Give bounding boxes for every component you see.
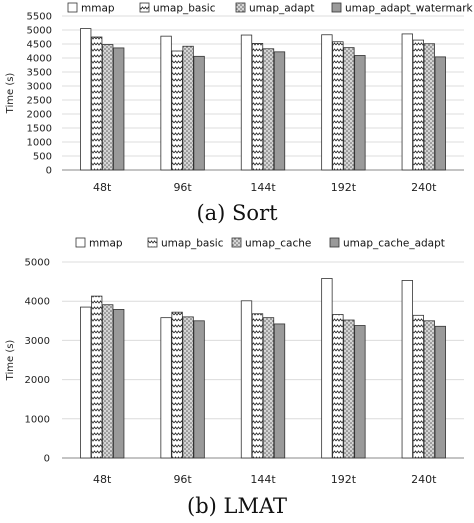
legend-label: umap_basic <box>153 3 216 15</box>
x-category-label: 192t <box>331 473 357 486</box>
bar-umap-cache <box>423 320 435 459</box>
legend-label: umap_basic <box>161 238 224 250</box>
x-category-label: 48t <box>93 181 112 194</box>
bar-mmap <box>240 300 253 459</box>
legend-swatch <box>75 237 86 248</box>
bar-umap-basic <box>91 36 103 171</box>
bar-mmap <box>321 34 333 171</box>
bar-umap-cache-adapt <box>193 320 205 459</box>
x-category-label: 144t <box>250 181 276 194</box>
y-tick-label: 4000 <box>25 297 50 308</box>
bar-mmap <box>321 278 333 459</box>
y-tick-label: 3000 <box>25 336 50 347</box>
bar-mmap <box>401 280 413 459</box>
bar-umap-basic <box>332 314 344 459</box>
y-tick-label: 3000 <box>27 82 52 93</box>
y-tick-label: 5000 <box>27 26 52 37</box>
bar-umap-basic <box>412 39 424 171</box>
legend-swatch <box>67 2 78 13</box>
chart-caption: (a) Sort <box>196 201 278 225</box>
y-tick-label: 1000 <box>25 414 50 425</box>
y-tick-label: 2500 <box>27 96 52 107</box>
bar-umap-adapt <box>423 43 435 171</box>
y-tick-label: 0 <box>44 454 50 465</box>
legend-swatch <box>331 2 342 13</box>
bar-mmap <box>80 306 92 459</box>
y-tick-label: 1000 <box>27 138 52 149</box>
bar-umap-cache <box>262 317 275 459</box>
y-axis-label: Time (s) <box>5 73 16 115</box>
legend-swatch <box>235 2 246 13</box>
x-category-label: 96t <box>173 181 192 194</box>
bar-umap-adapt <box>343 47 355 171</box>
y-tick-label: 0 <box>46 166 52 177</box>
bar-umap-adapt <box>102 44 114 171</box>
y-tick-label: 4500 <box>27 40 52 51</box>
bar-umap-adapt-watermark <box>193 55 205 171</box>
bar-umap-cache-adapt <box>273 323 286 459</box>
bar-umap-cache <box>182 316 194 459</box>
bar-umap-adapt-watermark <box>273 51 286 171</box>
bar-umap-cache-adapt <box>113 309 125 459</box>
legend-label: mmap <box>89 238 123 250</box>
bar-umap-adapt <box>262 48 275 171</box>
legend-label: umap_cache <box>245 238 311 250</box>
x-category-label: 240t <box>411 181 437 194</box>
y-tick-label: 5000 <box>25 258 50 269</box>
x-category-label: 48t <box>93 473 112 486</box>
bar-umap-basic <box>91 295 103 459</box>
sort-chart: 0 500 1000 1500 2000 2500 3000 3500 4000 4500 5000… <box>5 3 474 195</box>
bar-mmap <box>160 317 172 459</box>
bar-umap-basic <box>171 311 183 459</box>
bar-umap-cache-adapt <box>434 325 446 459</box>
y-tick-label: 1500 <box>27 124 52 135</box>
x-category-label: 192t <box>331 181 357 194</box>
y-tick-label: 2000 <box>25 375 50 386</box>
bar-umap-cache <box>343 319 355 459</box>
legend-swatch <box>329 237 340 248</box>
legend-label: umap_adapt_watermark <box>345 3 474 15</box>
bar-mmap <box>240 34 253 171</box>
bar-umap-basic <box>332 41 344 171</box>
bar-umap-basic <box>251 313 264 459</box>
bar-umap-cache-adapt <box>354 325 366 459</box>
legend-swatch <box>231 237 242 248</box>
bar-mmap <box>160 35 172 171</box>
legend-swatch <box>147 237 158 248</box>
legend-swatch <box>139 2 150 13</box>
legend-label: umap_adapt <box>249 3 315 15</box>
lmat-chart: 0 1000 2000 3000 4000 5000 Time (s) 48t 96t 144t 1… <box>5 237 464 486</box>
legend-label: umap_cache_adapt <box>343 238 445 250</box>
bar-umap-basic <box>412 314 424 459</box>
y-tick-label: 4000 <box>27 54 52 65</box>
x-category-label: 144t <box>250 473 276 486</box>
bar-umap-adapt-watermark <box>113 47 125 171</box>
y-tick-label: 500 <box>33 152 52 163</box>
y-tick-label: 5500 <box>27 12 52 23</box>
bar-umap-cache <box>102 304 114 459</box>
bar-umap-basic <box>251 43 264 171</box>
chart-caption: (b) LMAT <box>187 494 287 518</box>
bar-umap-adapt <box>182 45 194 171</box>
bar-umap-basic <box>171 50 183 171</box>
bar-mmap <box>401 33 413 171</box>
legend-label: mmap <box>81 3 115 15</box>
y-tick-label: 2000 <box>27 110 52 121</box>
bar-umap-adapt-watermark <box>354 55 366 171</box>
y-tick-label: 3500 <box>27 68 52 79</box>
y-axis-label: Time (s) <box>5 340 16 382</box>
x-category-label: 240t <box>411 473 437 486</box>
bar-umap-adapt-watermark <box>434 56 446 171</box>
x-category-label: 96t <box>173 473 192 486</box>
bar-mmap <box>80 28 92 171</box>
